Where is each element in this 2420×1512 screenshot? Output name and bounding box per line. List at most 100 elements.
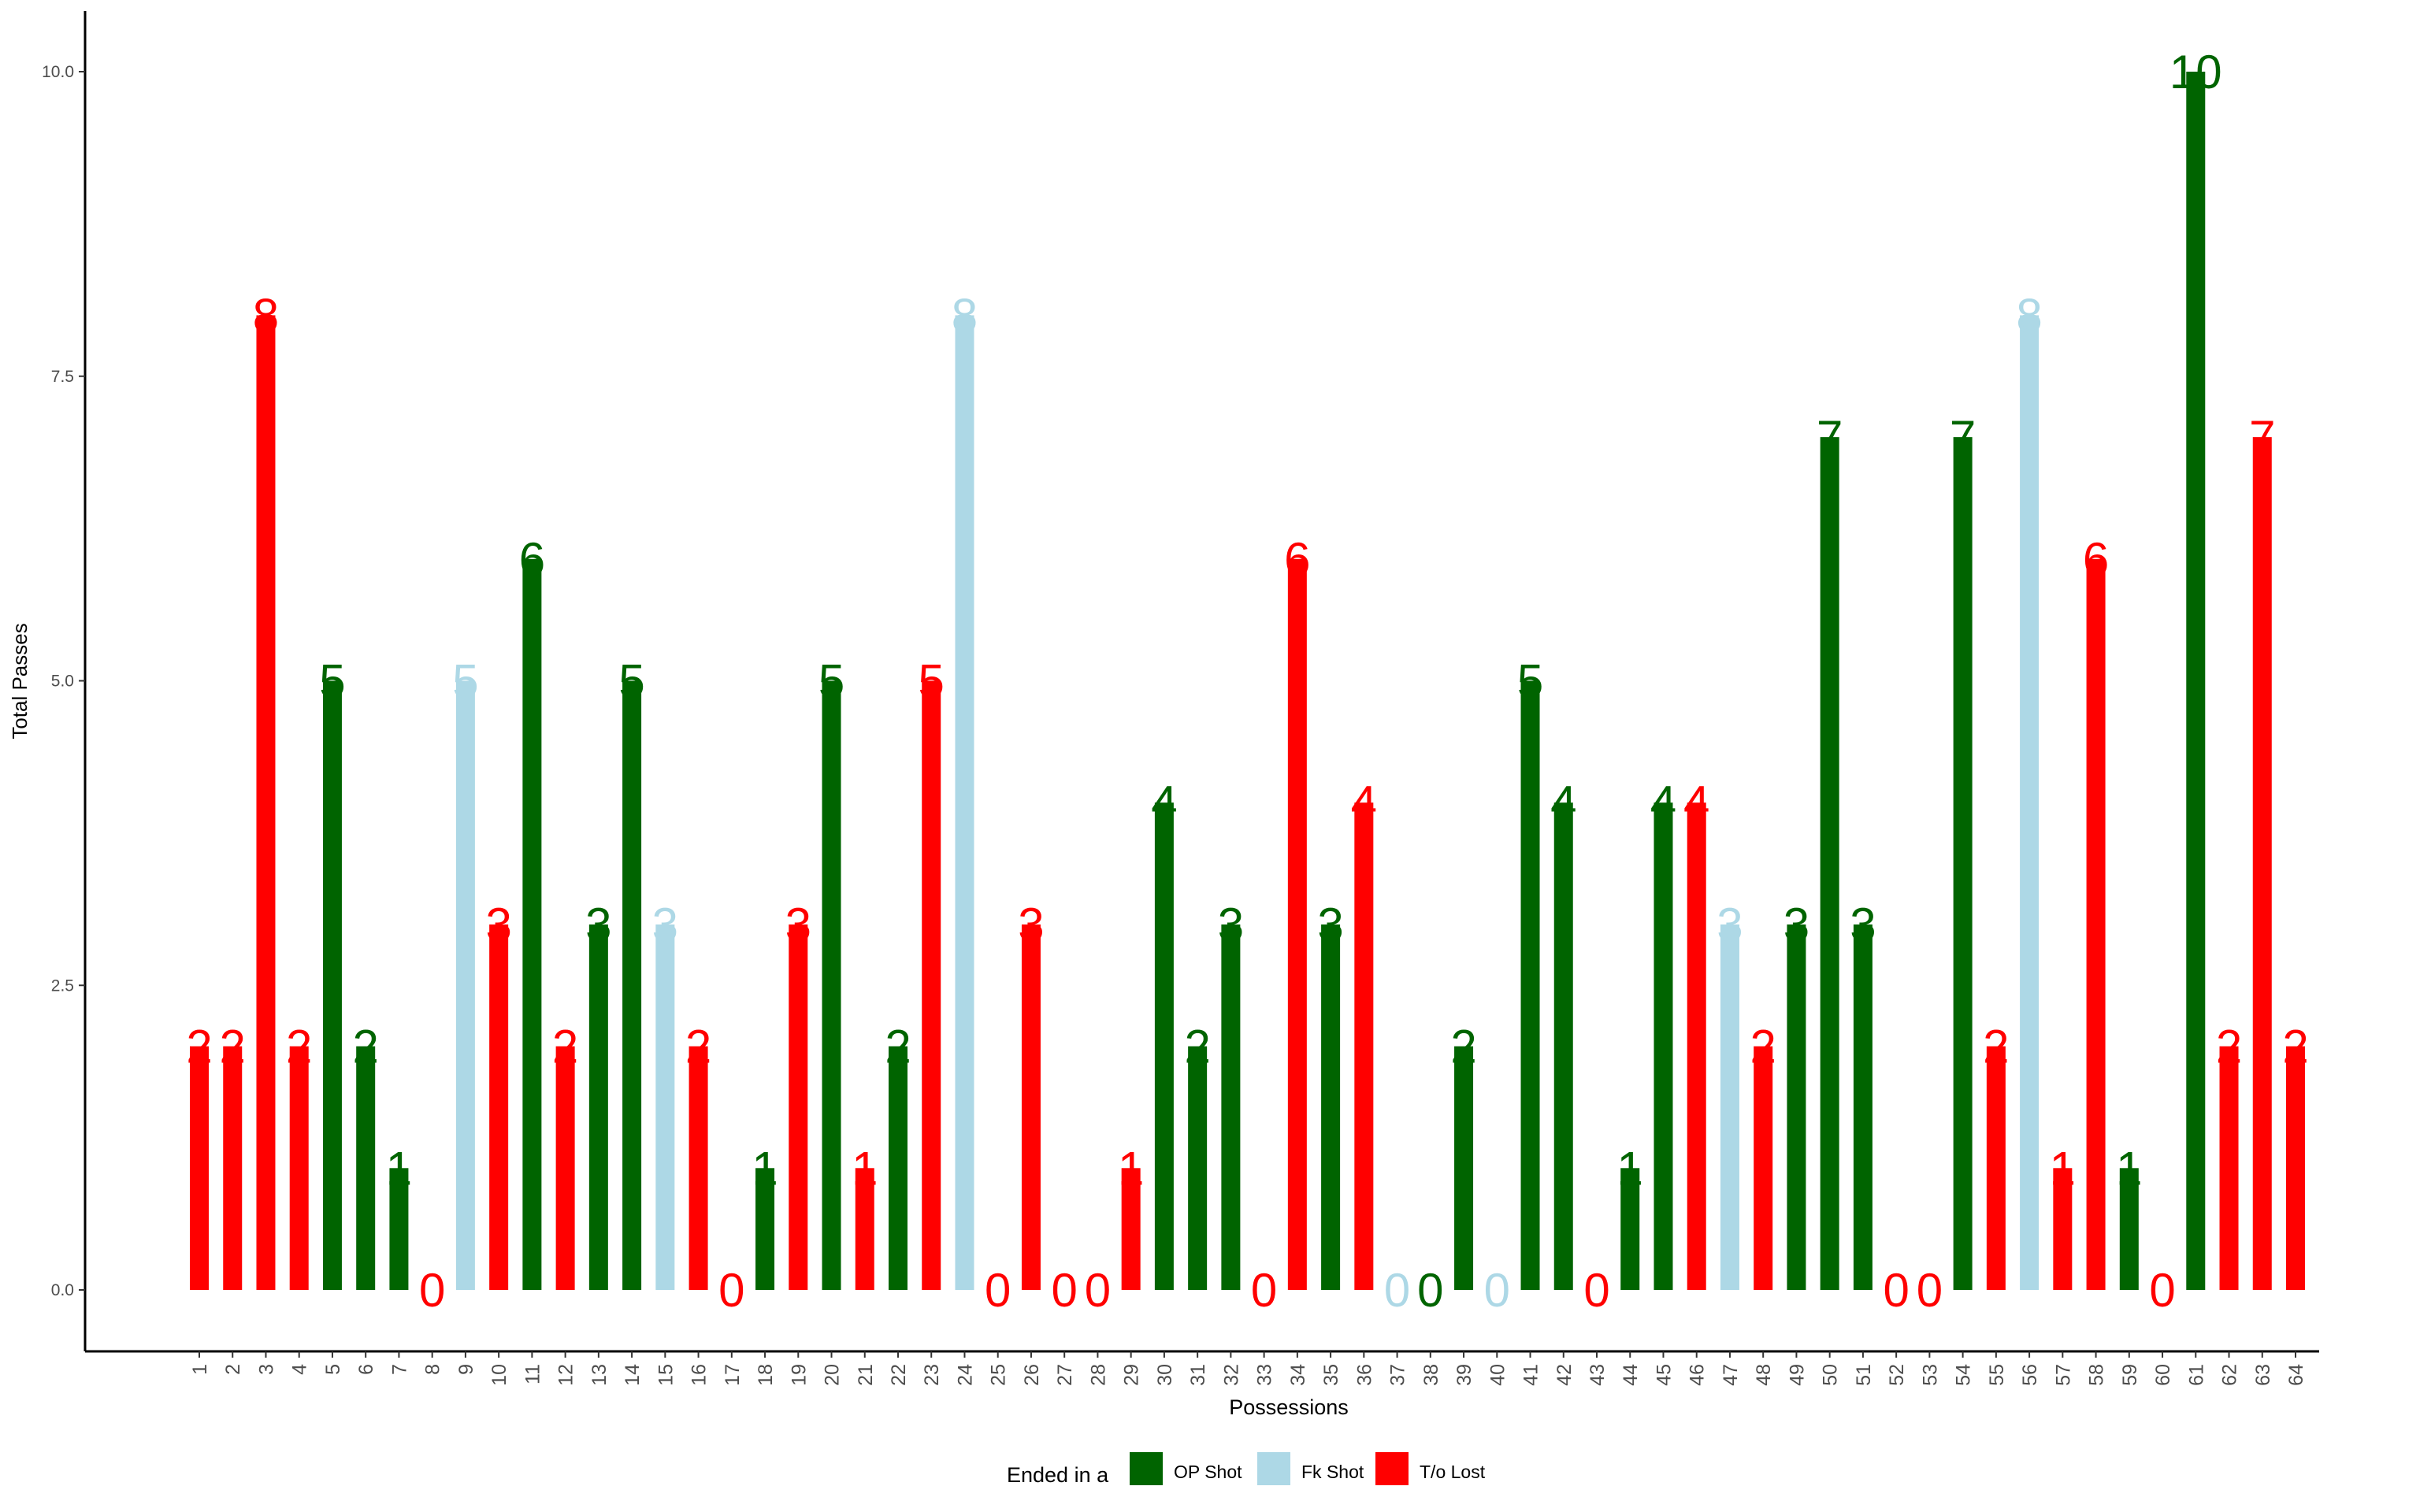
bar (822, 680, 841, 1290)
bar (1188, 1046, 1208, 1290)
bar (223, 1046, 243, 1290)
x-tick-label: 48 (1753, 1364, 1775, 1386)
x-tick-label: 59 (2119, 1364, 2141, 1386)
bar (922, 680, 941, 1290)
x-tick-label: 38 (1420, 1364, 1442, 1386)
bar (1287, 558, 1307, 1290)
y-tick-label: 7.5 (51, 368, 74, 386)
x-tick-label: 19 (788, 1364, 810, 1386)
bar-value-label: 2 (552, 1021, 578, 1073)
bar (322, 680, 342, 1290)
bar-value-label: 1 (2050, 1142, 2076, 1195)
bar-value-label: 3 (652, 899, 678, 951)
bar-value-label: 5 (919, 655, 945, 708)
x-tick-label: 41 (1520, 1364, 1542, 1386)
y-tick-label: 0.0 (51, 1281, 74, 1299)
x-tick-label: 45 (1653, 1364, 1675, 1386)
x-tick-label: 42 (1553, 1364, 1576, 1386)
bar-value-label: 5 (818, 655, 844, 708)
x-tick-label: 13 (588, 1364, 611, 1386)
legend-title: Ended in a (1007, 1463, 1109, 1487)
bar (689, 1046, 708, 1290)
x-tick-label: 55 (1986, 1364, 2008, 1386)
bar-value-label: 2 (2216, 1021, 2242, 1073)
x-tick-label: 5 (322, 1364, 344, 1375)
bar (2119, 1168, 2139, 1290)
x-tick-label: 21 (855, 1364, 877, 1386)
bar (588, 924, 608, 1290)
bar (789, 924, 808, 1290)
x-tick-label: 62 (2219, 1364, 2241, 1386)
bar (1454, 1046, 1474, 1290)
bar (1154, 802, 1174, 1290)
x-tick-label: 32 (1220, 1364, 1242, 1386)
x-tick-label: 24 (954, 1364, 976, 1386)
bar-value-label: 1 (2116, 1142, 2142, 1195)
bar-value-label: 2 (286, 1021, 312, 1073)
bar (389, 1168, 409, 1290)
bar-value-label: 6 (1284, 533, 1310, 586)
bar (1354, 802, 1374, 1290)
legend: Ended in a OP Shot Fk Shot T/o Lost (1007, 1452, 1486, 1487)
bar-value-label: 7 (2249, 411, 2275, 464)
x-tick-label: 29 (1121, 1364, 1143, 1386)
bar-value-label: 3 (785, 899, 811, 951)
bar (2020, 315, 2040, 1290)
bar-value-label: 2 (1983, 1021, 2009, 1073)
bar (2219, 1046, 2239, 1290)
legend-key-op (1130, 1452, 1163, 1485)
bar (1520, 680, 1540, 1290)
bar (1553, 802, 1573, 1290)
bar (955, 315, 974, 1290)
x-tick-label: 60 (2152, 1364, 2174, 1386)
x-tick-label: 36 (1353, 1364, 1375, 1386)
x-tick-label: 37 (1387, 1364, 1409, 1386)
x-tick-label: 26 (1021, 1364, 1043, 1386)
bar-value-label: 2 (885, 1021, 911, 1073)
bar-value-label: 4 (1683, 776, 1709, 829)
bar-value-label: 0 (2149, 1264, 2175, 1317)
x-tick-label: 57 (2052, 1364, 2074, 1386)
y-tick-label: 10.0 (42, 63, 74, 81)
bar-value-label: 3 (1018, 899, 1044, 951)
bar (555, 1046, 575, 1290)
bar-value-label: 4 (1351, 776, 1377, 829)
bar (1953, 437, 1973, 1290)
bar (1321, 924, 1341, 1290)
bar (655, 924, 675, 1290)
legend-label-op: OP Shot (1174, 1462, 1242, 1482)
bar (755, 1168, 775, 1290)
x-tick-label: 14 (622, 1364, 644, 1386)
bar-value-label: 3 (485, 899, 511, 951)
bar-value-label: 2 (1450, 1021, 1476, 1073)
bar-value-label: 7 (1950, 411, 1976, 464)
bar (622, 680, 642, 1290)
legend-label-to: T/o Lost (1420, 1462, 1486, 1482)
x-tick-label: 22 (888, 1364, 910, 1386)
bar-value-label: 2 (186, 1021, 212, 1073)
x-ticks: 1 2 3 4 5 6 7 8 9 10 11 12 13 14 15 16 17 18 19 20 21 22 23 24 2… (189, 1351, 2307, 1386)
x-tick-label: 64 (2285, 1364, 2307, 1386)
y-tick-label: 5.0 (51, 673, 74, 691)
bar (1720, 924, 1739, 1290)
x-tick-label: 30 (1154, 1364, 1176, 1386)
bar-value-label: 2 (353, 1021, 379, 1073)
x-tick-label: 7 (388, 1364, 410, 1375)
bar (1787, 924, 1806, 1290)
bar-value-label: 0 (1052, 1264, 1078, 1317)
x-tick-label: 61 (2185, 1364, 2207, 1386)
bar (2186, 72, 2206, 1290)
bars (190, 72, 2305, 1290)
bar-value-label: 0 (419, 1264, 445, 1317)
x-tick-label: 53 (1919, 1364, 1941, 1386)
bar (455, 680, 475, 1290)
bar-value-label: 0 (1484, 1264, 1510, 1317)
bar-value-label: 3 (1850, 899, 1876, 951)
bar-value-label: 3 (1218, 899, 1244, 951)
bar-value-label: 0 (985, 1264, 1011, 1317)
x-tick-label: 52 (1886, 1364, 1908, 1386)
y-tick-label: 2.5 (51, 976, 74, 995)
x-tick-label: 44 (1620, 1364, 1642, 1386)
bar (1853, 924, 1873, 1290)
